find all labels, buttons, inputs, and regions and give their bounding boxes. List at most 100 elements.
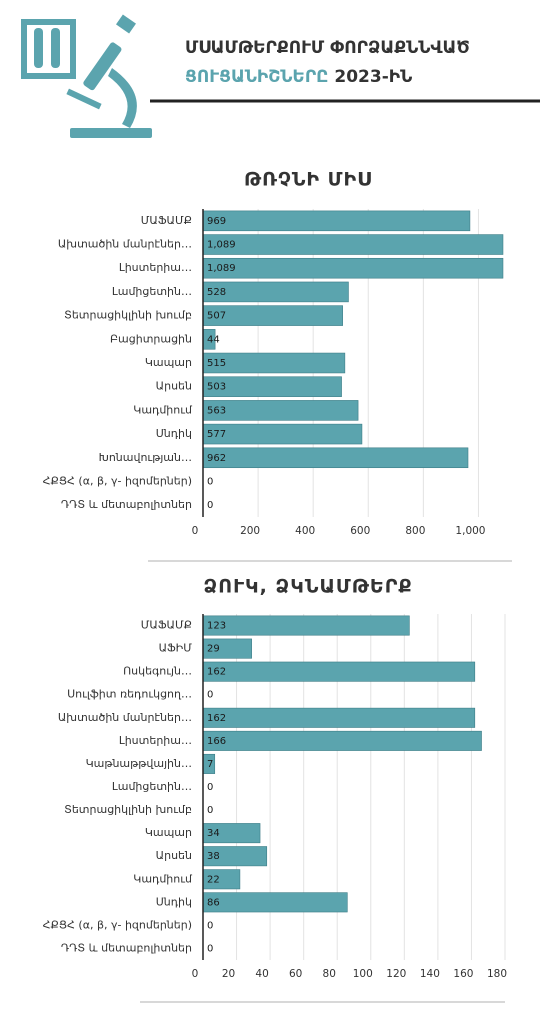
- x-tick-label: 200: [240, 525, 260, 537]
- x-tick-label: 0: [192, 525, 199, 537]
- category-label: Կադմիում: [133, 403, 193, 416]
- bar: [202, 730, 482, 751]
- x-tick-label: 1,000: [455, 525, 485, 537]
- value-label: 44: [207, 334, 220, 345]
- category-label: Կադմիում: [133, 872, 193, 885]
- category-label: Լամիցետին…: [112, 780, 192, 793]
- bar: [202, 234, 504, 255]
- value-label: 0: [207, 782, 213, 793]
- category-label: Արսեն: [156, 380, 192, 393]
- value-label: 1,089: [207, 240, 236, 251]
- value-label: 34: [207, 828, 220, 839]
- icon-part: [66, 88, 102, 110]
- icon-part: [83, 42, 122, 91]
- category-label: Տետրացիկլինի խումբ: [64, 803, 192, 816]
- x-tick-label: 180: [487, 968, 507, 980]
- value-label: 515: [207, 358, 226, 369]
- icon-part: [34, 28, 43, 68]
- value-label: 162: [207, 713, 226, 724]
- category-label: Սուլֆիտ ռեդուկցող…: [67, 688, 192, 701]
- category-label: Լիստերիա…: [119, 734, 192, 747]
- icon-part: [70, 128, 152, 138]
- bar: [202, 447, 469, 469]
- icon-part: [51, 28, 60, 68]
- icon-part: [21, 19, 76, 25]
- value-label: 0: [207, 920, 213, 931]
- icon-part: [116, 14, 136, 34]
- value-label: 0: [207, 805, 213, 816]
- x-tick-label: 20: [222, 968, 235, 980]
- bar: [202, 257, 504, 279]
- category-label: Ախտածին մանրէներ…: [58, 238, 192, 251]
- category-label: Կապար: [145, 826, 192, 839]
- icon-part: [70, 19, 76, 79]
- category-label: Սնդիկ: [156, 427, 192, 440]
- header-highlight: ՑՈՒՑԱՆԻՇՆԵՐԸ: [185, 67, 328, 87]
- category-label: ՀՔՑՀ (α, β, γ- իզոմերներ): [43, 474, 192, 487]
- icon-part: [108, 68, 137, 128]
- category-label: Ոսկեգույն…: [123, 665, 192, 678]
- value-label: 38: [207, 851, 220, 862]
- bar: [202, 892, 348, 913]
- value-label: 503: [207, 382, 226, 393]
- value-label: 969: [207, 216, 226, 227]
- category-label: ԴԴՏ և մետաբոլիտներ: [61, 941, 192, 954]
- value-label: 86: [207, 897, 220, 908]
- x-tick-label: 0: [192, 968, 199, 980]
- value-label: 123: [207, 621, 226, 632]
- value-label: 962: [207, 453, 226, 464]
- category-label: ՀՔՑՀ (α, β, γ- իզոմերներ): [43, 918, 192, 931]
- value-label: 0: [207, 943, 213, 954]
- category-label: Լամիցետին…: [112, 285, 192, 298]
- x-tick-label: 600: [350, 525, 370, 537]
- bar: [202, 400, 359, 421]
- value-label: 0: [207, 500, 213, 511]
- x-tick-label: 800: [405, 525, 425, 537]
- category-label: Բացիտրացին: [110, 332, 192, 345]
- category-label: ՄԱՖԱՄՔ: [141, 214, 192, 227]
- value-label: 577: [207, 429, 226, 440]
- header-title: ՄՍԱՄԹԵՐՔՈՒՄ ՓՈՐՁԱՔՆՆՎԱԾ: [185, 38, 470, 58]
- bar: [202, 661, 476, 682]
- x-tick-label: 60: [289, 968, 302, 980]
- category-label: Լիստերիա…: [119, 261, 192, 274]
- value-label: 162: [207, 667, 226, 678]
- x-tick-label: 120: [386, 968, 406, 980]
- x-tick-label: 400: [295, 525, 315, 537]
- category-label: ԱՖԻՄ: [159, 642, 193, 655]
- bar: [202, 210, 471, 232]
- category-label: Սնդիկ: [156, 895, 192, 908]
- value-label: 507: [207, 311, 226, 322]
- chart-title: ՁՈՒԿ, ՁԿՆԱՄԹԵՐՔ: [203, 576, 412, 598]
- value-label: 0: [207, 690, 213, 701]
- bar: [202, 423, 363, 445]
- value-label: 166: [207, 736, 226, 747]
- header-year: 2023-ԻՆ: [334, 67, 412, 87]
- icon-part: [21, 73, 76, 79]
- category-label: Կապար: [145, 356, 192, 369]
- value-label: 563: [207, 405, 226, 416]
- category-label: ԴԴՏ և մետաբոլիտներ: [61, 498, 192, 511]
- header-title: ՑՈՒՑԱՆԻՇՆԵՐԸ 2023-ԻՆ: [185, 67, 412, 87]
- value-label: 29: [207, 644, 220, 655]
- value-label: 1,089: [207, 263, 236, 274]
- category-label: Տետրացիկլինի խումբ: [64, 309, 192, 322]
- value-label: 0: [207, 476, 213, 487]
- x-tick-label: 100: [353, 968, 373, 980]
- icon-part: [21, 19, 27, 79]
- header-icon: [21, 14, 152, 138]
- category-label: Ախտածին մանրէներ…: [58, 711, 192, 724]
- x-tick-label: 40: [255, 968, 268, 980]
- category-label: Խոնավության…: [99, 451, 192, 464]
- value-label: 528: [207, 287, 226, 298]
- x-tick-label: 140: [420, 968, 440, 980]
- bar: [202, 615, 410, 636]
- x-tick-label: 160: [453, 968, 473, 980]
- category-label: Արսեն: [156, 849, 192, 862]
- category-label: ՄԱՖԱՄՔ: [141, 619, 192, 632]
- value-label: 7: [207, 759, 213, 770]
- value-label: 22: [207, 874, 220, 885]
- x-tick-label: 80: [323, 968, 336, 980]
- chart-title: ԹՌՉՆԻ ՄԻՍ: [244, 169, 372, 191]
